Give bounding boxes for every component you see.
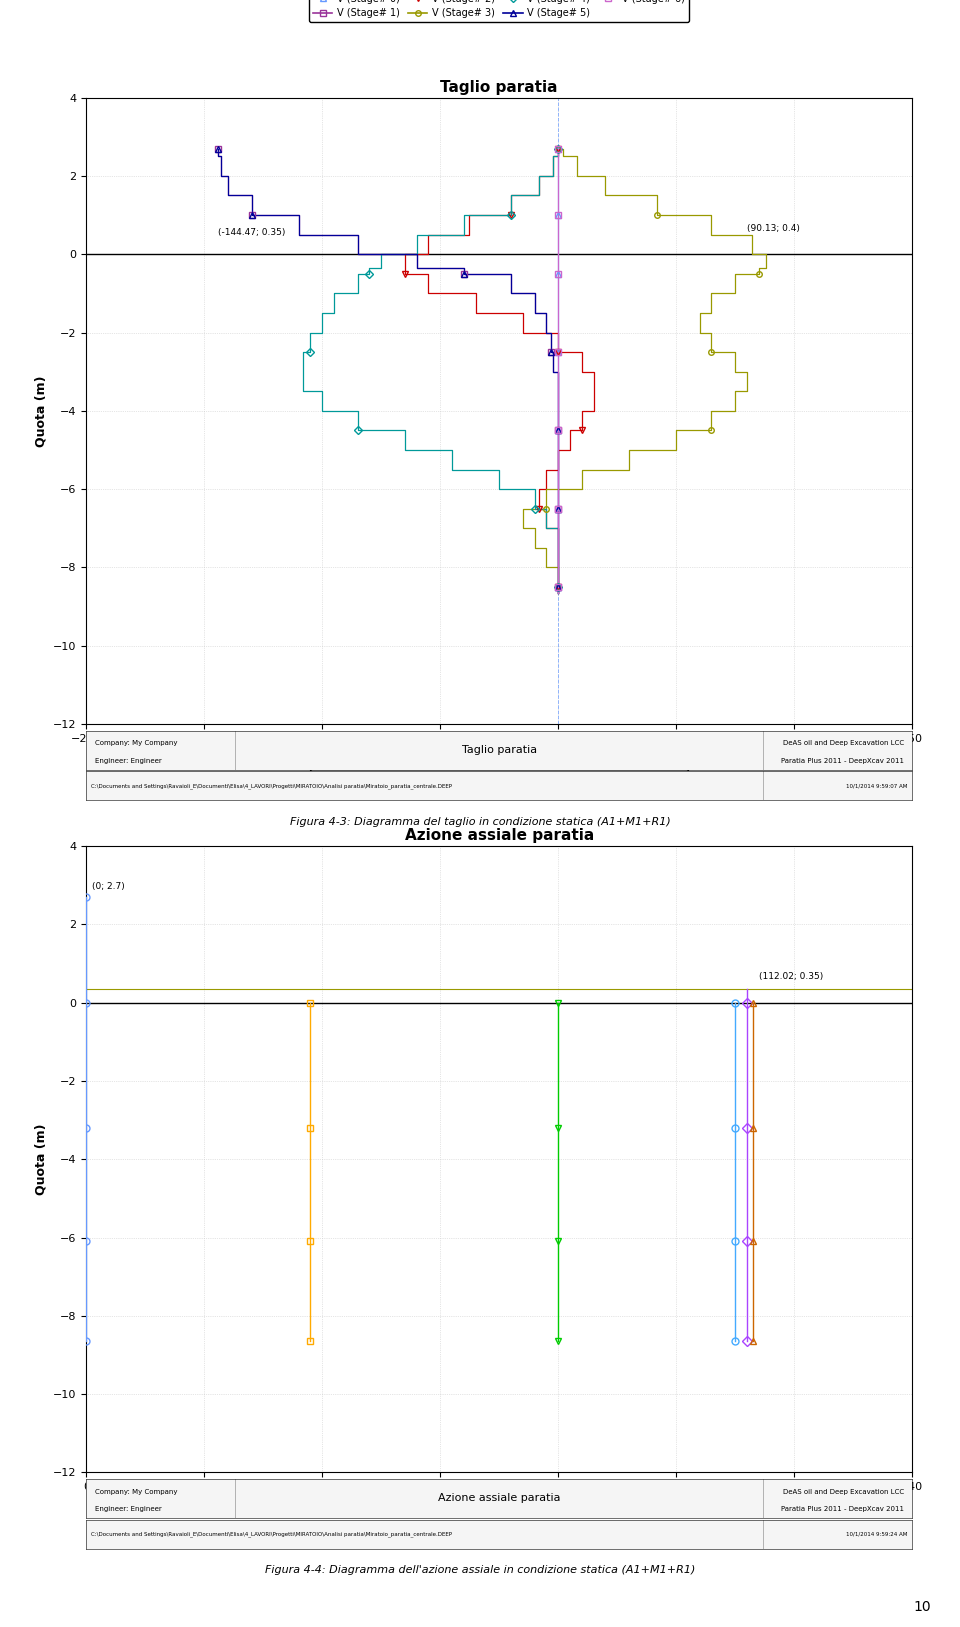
Text: Engineer: Engineer: Engineer: Engineer [95,758,161,763]
Y-axis label: Quota (m): Quota (m) [35,376,48,446]
Text: Paratia Plus 2011 - DeepXcav 2011: Paratia Plus 2011 - DeepXcav 2011 [780,758,903,763]
Text: 10/1/2014 9:59:24 AM: 10/1/2014 9:59:24 AM [847,1531,908,1538]
Text: Paratia Plus 2011 - DeepXcav 2011: Paratia Plus 2011 - DeepXcav 2011 [780,1507,903,1511]
Text: DeAS oil and Deep Excavation LCC: DeAS oil and Deep Excavation LCC [782,740,903,747]
Text: Company: My Company: Company: My Company [95,1489,178,1495]
Text: (0; 2.7): (0; 2.7) [92,882,125,892]
Text: (90.13; 0.4): (90.13; 0.4) [747,225,800,233]
Y-axis label: Quota (m): Quota (m) [35,1124,48,1194]
Text: Figura 4-3: Diagramma del taglio in condizione statica (A1+M1+R1): Figura 4-3: Diagramma del taglio in cond… [290,817,670,827]
Text: 10/1/2014 9:59:07 AM: 10/1/2014 9:59:07 AM [847,783,908,789]
Text: C:\Documents and Settings\Ravaioli_E\Documenti\Elisa\4_LAVORI\Progetti\MIRATOIO\: C:\Documents and Settings\Ravaioli_E\Doc… [90,783,451,789]
Text: Figura 4-4: Diagramma dell'azione assiale in condizione statica (A1+M1+R1): Figura 4-4: Diagramma dell'azione assial… [265,1565,695,1575]
Legend: V (Stage# 0), V (Stage# 1), V (Stage# 2), V (Stage# 3), V (Stage# 4), V (Stage# : V (Stage# 0), V (Stage# 1), V (Stage# 2)… [309,0,689,23]
Title: Azione assiale paratia: Azione assiale paratia [404,828,594,843]
Text: (-144.47; 0.35): (-144.47; 0.35) [219,228,286,236]
Text: (112.02; 0.35): (112.02; 0.35) [758,973,823,981]
Text: Company: My Company: Company: My Company [95,740,178,747]
Text: Azione assiale paratia: Azione assiale paratia [438,1494,561,1503]
Text: Engineer: Engineer: Engineer: Engineer [95,1507,161,1511]
X-axis label: Taglio paratia (kN/m): Taglio paratia (kN/m) [425,750,573,763]
Legend: P (Stage# 0), P (Stage# 1), P (Stage# 2), P (Stage# 3), P (Stage# 4), P (Stage# : P (Stage# 0), P (Stage# 1), P (Stage# 2)… [310,739,688,771]
Text: Taglio paratia: Taglio paratia [462,745,537,755]
Title: Taglio paratia: Taglio paratia [441,80,558,94]
Text: DeAS oil and Deep Excavation LCC: DeAS oil and Deep Excavation LCC [782,1489,903,1495]
Text: 10: 10 [914,1599,931,1614]
X-axis label: Azione assiale paratia (kN/m): Azione assiale paratia (kN/m) [396,1498,603,1511]
Text: C:\Documents and Settings\Ravaioli_E\Documenti\Elisa\4_LAVORI\Progetti\MIRATOIO\: C:\Documents and Settings\Ravaioli_E\Doc… [90,1531,451,1538]
